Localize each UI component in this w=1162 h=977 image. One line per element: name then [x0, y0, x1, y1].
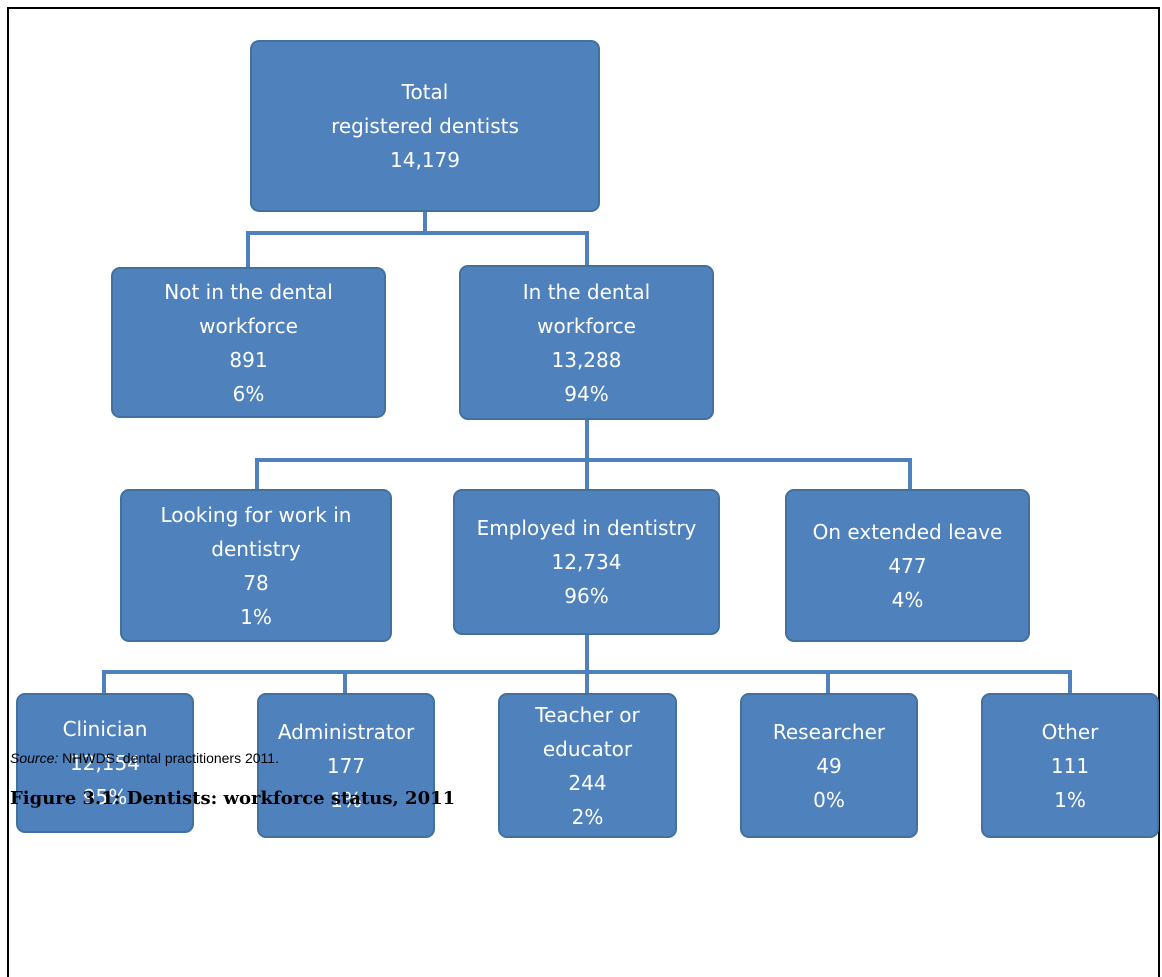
node-label: educator [542, 736, 633, 761]
node-count: 12,154 [70, 751, 140, 775]
node-box: Teacher or educator 244 2% [498, 693, 677, 838]
node-label: Not in the dental [164, 279, 333, 304]
node-box: Employed in dentistry 12,734 96% [453, 489, 720, 635]
node-count: 891 [229, 347, 268, 372]
node-label: In the dental [522, 279, 651, 304]
node-box: Total registered dentists 14,179 [250, 40, 600, 212]
node-label: Total [401, 80, 449, 104]
source-prefix: Source: [10, 750, 59, 766]
node-label: Researcher [772, 719, 886, 744]
node-count: 14,179 [390, 148, 460, 172]
node-percent: 94% [564, 381, 609, 406]
node-percent: 0% [813, 787, 845, 812]
source-text: NHWDS: dental practitioners 2011. [62, 750, 279, 766]
frame [7, 7, 1160, 977]
node-count: 244 [568, 770, 607, 795]
connector [246, 231, 589, 267]
node-percent: 6% [232, 381, 265, 406]
node-count: 13,288 [551, 347, 622, 372]
source: Source: NHWDS: dental practitioners 2011… [10, 750, 279, 766]
node-label: workforce [537, 313, 636, 338]
node-count: 78 [243, 570, 269, 595]
node-percent: 2% [571, 804, 604, 829]
node-box: In the dental workforce 13,288 94% [459, 265, 714, 420]
node-label: Employed in dentistry [476, 516, 697, 540]
node-label: Clinician [62, 717, 148, 741]
node-percent: 96% [564, 584, 609, 608]
node-label: dentistry [211, 536, 301, 561]
node-count: 12,734 [551, 550, 622, 574]
caption: Figure 3.1: Dentists: workforce status, … [10, 788, 456, 809]
node-percent: 1% [240, 604, 272, 629]
node-box: Clinician 12,154 95% [16, 693, 194, 833]
node-box: Other 111 1% [981, 693, 1159, 838]
node-count: 477 [888, 553, 927, 578]
node-percent: 1% [330, 787, 362, 812]
node-box: Not in the dental workforce 891 6% [111, 267, 386, 418]
node-count: 111 [1050, 753, 1090, 778]
node-label: Administrator [277, 719, 415, 744]
node-count: 177 [326, 753, 366, 778]
node-box: Looking for work in dentistry 78 1% [120, 489, 392, 642]
node-percent: 95% [82, 785, 128, 809]
node-label: Teacher or [535, 702, 640, 727]
node-percent: 1% [1054, 787, 1086, 812]
node-box: Researcher 49 0% [740, 693, 918, 838]
node-label: registered dentists [331, 114, 519, 138]
node-label: On extended leave [812, 519, 1003, 544]
node-box: Administrator 177 1% [257, 693, 435, 838]
node-label: Looking for work in [160, 502, 352, 527]
node-label: workforce [199, 313, 298, 338]
node-count: 49 [816, 753, 842, 778]
connector [255, 458, 912, 489]
node-box: On extended leave 477 4% [785, 489, 1030, 642]
node-percent: 4% [891, 587, 924, 612]
node-label: Other [1041, 719, 1099, 744]
